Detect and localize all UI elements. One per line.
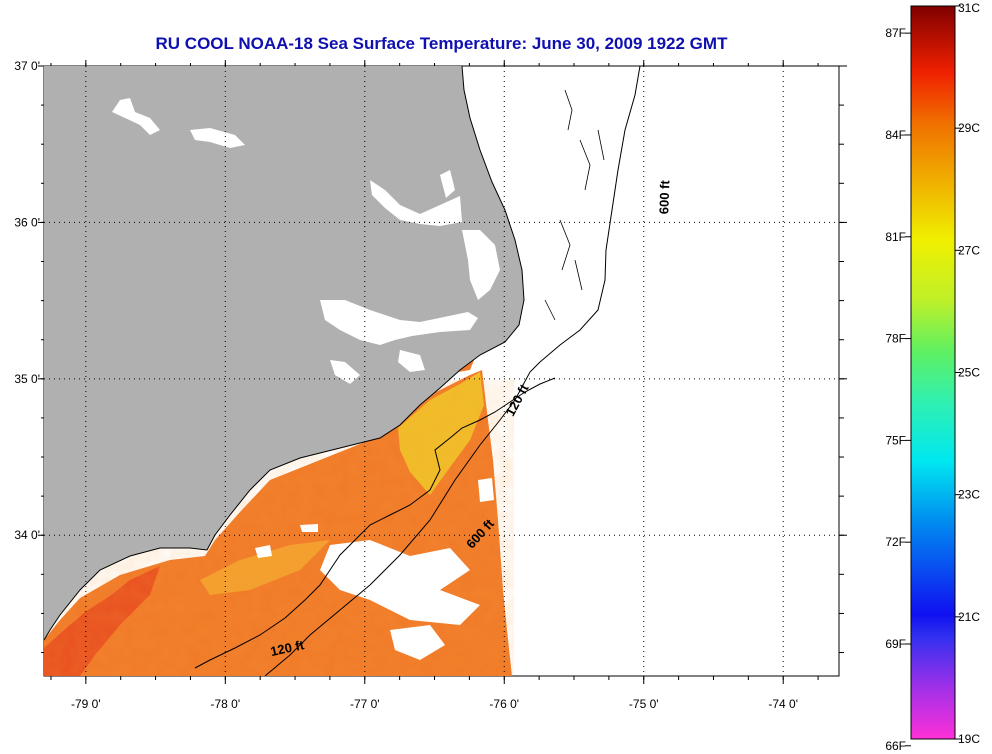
map-axes: 37 0' 36 0' 35 0' 34 0' -79 0' -78 0' -77 0' -7… xyxy=(14,59,847,711)
fahrenheit-label: 78F xyxy=(885,332,906,346)
lon-label: -75 0' xyxy=(629,697,659,711)
contour-600ft-north xyxy=(264,66,641,676)
colorbar-labels: 31C 29C 27C 25C 23C 21C 19C 87F 84F 81F 78F 75F 72F 6… xyxy=(885,1,980,753)
figure-title: RU COOL NOAA-18 Sea Surface Temperature:… xyxy=(155,34,728,53)
fahrenheit-label: 75F xyxy=(885,433,906,447)
celsius-label: 21C xyxy=(958,610,980,624)
fahrenheit-label: 72F xyxy=(885,535,906,549)
lon-label: -76 0' xyxy=(489,697,519,711)
celsius-label: 23C xyxy=(958,488,980,502)
cloud-gap-3 xyxy=(255,545,272,558)
fahrenheit-label: 66F xyxy=(885,739,906,753)
lat-label: 37 0' xyxy=(14,59,40,73)
contour-label: 120 ft xyxy=(269,637,306,659)
lon-label: -79 0' xyxy=(71,697,101,711)
celsius-label: 29C xyxy=(958,121,980,135)
lat-label: 34 0' xyxy=(14,528,40,542)
lat-label: 36 0' xyxy=(14,215,40,229)
lon-label: -77 0' xyxy=(350,697,380,711)
celsius-label: 27C xyxy=(958,243,980,257)
lon-label: -74 0' xyxy=(768,697,798,711)
cloud-gap-1 xyxy=(320,540,480,625)
shoal-contours xyxy=(544,89,605,321)
cloud-gap-4 xyxy=(300,524,318,532)
cloud-gap-5 xyxy=(478,478,494,502)
celsius-label: 19C xyxy=(958,732,980,746)
fahrenheit-label: 84F xyxy=(885,128,906,142)
colorbar: 31C 29C 27C 25C 23C 21C 19C 87F 84F 81F 78F 75F 72F 6… xyxy=(885,1,980,753)
coastline xyxy=(44,66,525,641)
cloud-gap-2 xyxy=(390,625,445,660)
contour-label: 600 ft xyxy=(656,179,672,214)
colorbar-gradient xyxy=(910,5,956,740)
lat-label: 35 0' xyxy=(14,372,40,386)
celsius-label: 31C xyxy=(958,1,980,15)
fahrenheit-label: 87F xyxy=(885,26,906,40)
celsius-label: 25C xyxy=(958,366,980,380)
fahrenheit-label: 69F xyxy=(885,637,906,651)
contour-120ft xyxy=(194,377,556,669)
inland-water xyxy=(112,98,500,384)
lon-label: -78 0' xyxy=(210,697,240,711)
graticule-lines xyxy=(44,66,839,676)
fahrenheit-label: 81F xyxy=(885,230,906,244)
